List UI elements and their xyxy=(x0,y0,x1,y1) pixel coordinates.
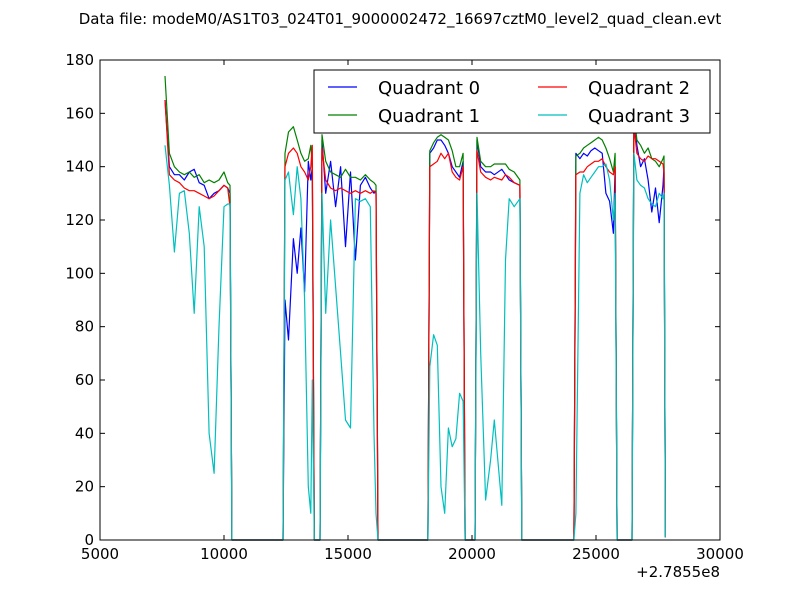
y-tick-label: 120 xyxy=(65,211,94,229)
y-tick-label: 80 xyxy=(75,318,94,336)
legend-entry-quadrant-2: Quadrant 2 xyxy=(538,78,690,99)
axes-frame xyxy=(99,59,721,541)
legend-label: Quadrant 1 xyxy=(378,106,480,127)
legend-label: Quadrant 0 xyxy=(378,78,480,99)
y-tick-label: 40 xyxy=(75,424,94,442)
x-tick-label: 10000 xyxy=(200,545,248,563)
x-tick-label: 5000 xyxy=(81,545,119,563)
y-tick-label: 160 xyxy=(65,104,94,122)
y-tick-label: 100 xyxy=(65,264,94,282)
x-tick-label: 20000 xyxy=(448,545,496,563)
x-tick-label: 30000 xyxy=(696,545,744,563)
y-tick-label: 180 xyxy=(65,51,94,69)
x-offset-label: +2.7855e8 xyxy=(636,563,720,581)
legend-box xyxy=(313,69,711,134)
axis-ticks: 5000 10000 15000 20000 25000 30000 0 20 40 60 80 10… xyxy=(65,51,744,563)
legend-entry-quadrant-3: Quadrant 3 xyxy=(538,106,690,127)
chart-title: Data file: modeM0/AS1T03_024T01_90000024… xyxy=(79,10,722,29)
x-tick-label: 25000 xyxy=(572,545,620,563)
y-tick-label: 140 xyxy=(65,158,94,176)
legend-entry-quadrant-1: Quadrant 1 xyxy=(328,106,480,127)
x-tick-label: 15000 xyxy=(324,545,372,563)
legend-entry-quadrant-0: Quadrant 0 xyxy=(328,78,480,99)
y-tick-label: 20 xyxy=(75,478,94,496)
legend: Quadrant 0 Quadrant 1 Quadrant 2 Quadrant 3 xyxy=(313,69,711,134)
legend-label: Quadrant 3 xyxy=(588,106,690,127)
y-tick-label: 60 xyxy=(75,371,94,389)
y-tick-label: 0 xyxy=(84,531,94,549)
legend-label: Quadrant 2 xyxy=(588,78,690,99)
